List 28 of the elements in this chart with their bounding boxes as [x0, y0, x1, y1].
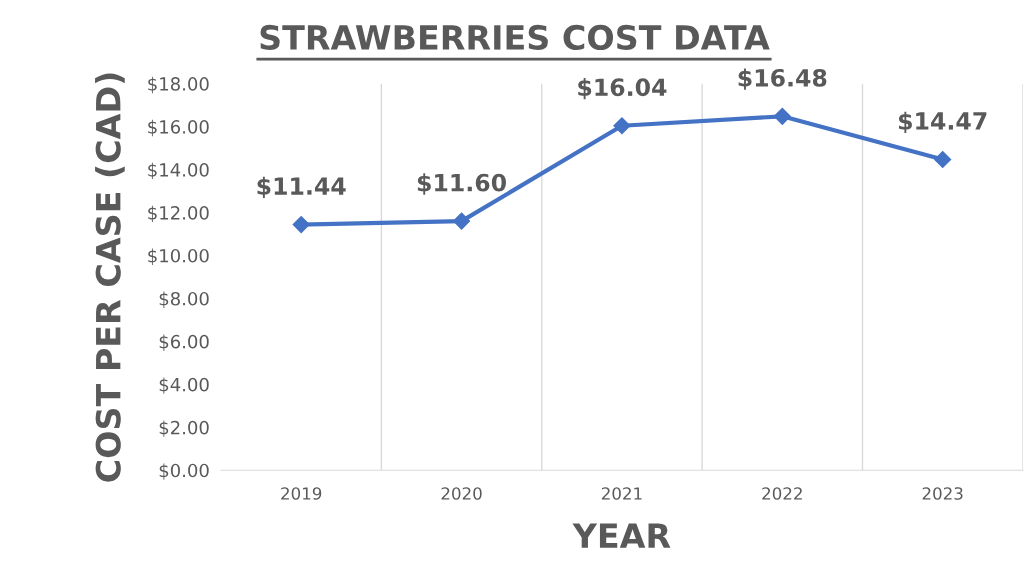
y-tick-label: $12.00	[148, 205, 209, 223]
y-tick-label: $0.00	[159, 463, 209, 480]
point	[773, 107, 791, 125]
x-tick-label: 2019	[281, 487, 322, 500]
y-tick-label: $2.00	[159, 420, 209, 437]
point	[934, 150, 952, 169]
data-label: $16.04	[578, 77, 667, 100]
x-tick-label: 2022	[762, 487, 802, 500]
data-label: $14.47	[898, 111, 987, 134]
data-label: $16.48	[738, 68, 827, 90]
point	[453, 212, 471, 230]
y-tick-label: $14.00	[148, 162, 209, 180]
y-axis-title: COST PER CASE (CAD)	[95, 73, 125, 482]
y-tick-label: $6.00	[159, 334, 209, 351]
data-label: $11.44	[257, 176, 346, 199]
x-tick-label: 2020	[441, 487, 482, 500]
data-label: $11.60	[417, 173, 506, 195]
y-tick-label: $18.00	[148, 76, 209, 94]
y-tick-label: $16.00	[148, 119, 209, 137]
x-tick-label: 2023	[922, 487, 963, 500]
x-axis-title: YEAR	[572, 523, 671, 548]
x-tick-label: 2021	[601, 487, 642, 500]
y-tick-label: $8.00	[159, 291, 209, 308]
y-tick-label: $10.00	[148, 248, 209, 265]
point	[613, 117, 631, 135]
point	[292, 216, 310, 234]
y-tick-label: $4.00	[159, 377, 209, 394]
chart-title: STRAWBERRIES COST DATA	[260, 24, 770, 51]
